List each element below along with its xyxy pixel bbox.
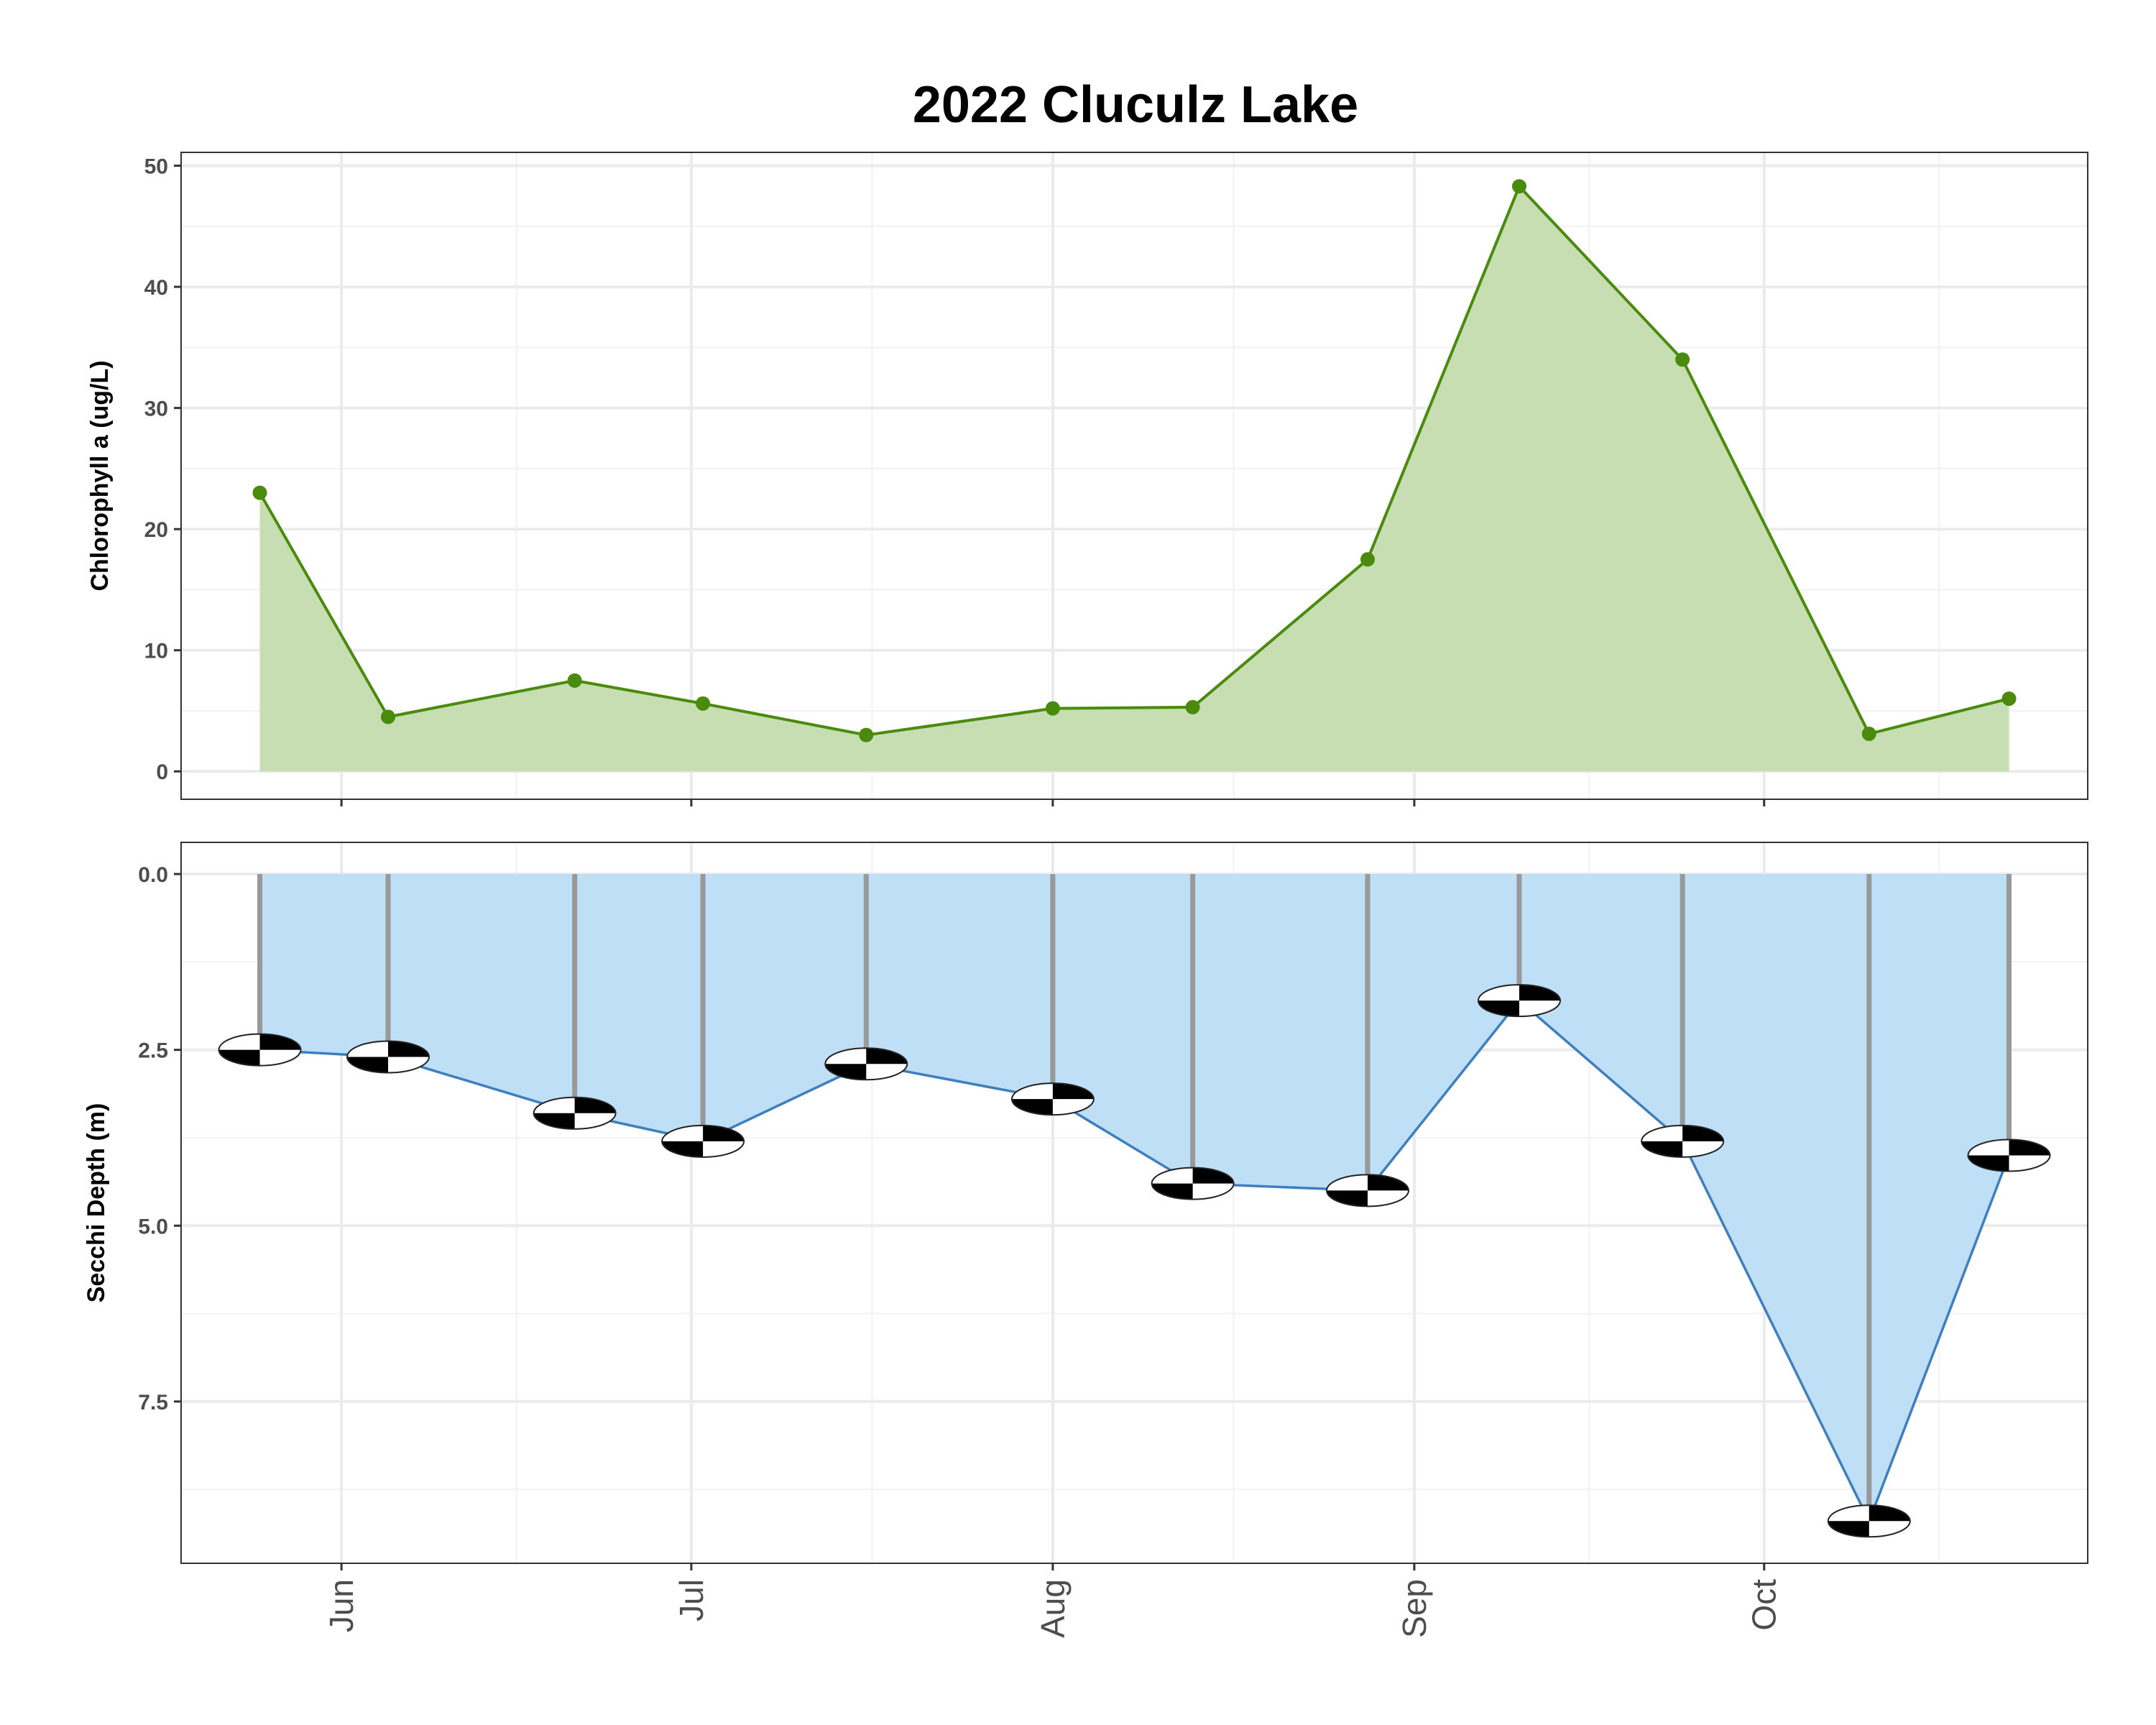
secchi-disk-icon bbox=[1326, 1174, 1410, 1208]
disk-quadrant-black bbox=[1192, 1167, 1234, 1184]
data-point bbox=[252, 485, 267, 500]
panel-border bbox=[180, 152, 2088, 800]
secchi-disk-icon bbox=[218, 1033, 302, 1067]
data-point bbox=[1360, 552, 1376, 567]
y-tick-label: 2.5 bbox=[138, 1039, 168, 1063]
data-point bbox=[1861, 726, 1876, 741]
disk-quadrant-black bbox=[1478, 1000, 1519, 1017]
data-point bbox=[1675, 352, 1690, 367]
secchi-disk-icon bbox=[1827, 1504, 1911, 1538]
disk-quadrant-black bbox=[703, 1125, 745, 1141]
disk-outline bbox=[346, 1040, 430, 1074]
disk-outline bbox=[1010, 1082, 1095, 1116]
y-tick-label: 0.0 bbox=[138, 863, 168, 887]
disk-quadrant-black bbox=[662, 1141, 704, 1157]
series-line bbox=[258, 185, 2009, 737]
y-tick-label: 30 bbox=[144, 397, 168, 421]
area-fill bbox=[259, 186, 2009, 772]
data-point bbox=[567, 673, 582, 688]
data-point bbox=[696, 696, 711, 711]
y-tick-label: 0 bbox=[156, 760, 168, 784]
disk-quadrant-black bbox=[1641, 1141, 1683, 1157]
y-axis-title: Chlorophyll a (ug/L) bbox=[86, 360, 114, 591]
disk-quadrant-black bbox=[1052, 1083, 1094, 1100]
disk-quadrant-black bbox=[1968, 1155, 2009, 1172]
secchi-disk-icon bbox=[346, 1040, 430, 1074]
secchi-disk-icon bbox=[1641, 1124, 1725, 1158]
disk-quadrant-black bbox=[1828, 1521, 1869, 1537]
disk-quadrant-black bbox=[866, 1048, 908, 1064]
secchi-disk-icon bbox=[1967, 1138, 2051, 1172]
disk-quadrant-black bbox=[1011, 1099, 1053, 1116]
disk-outline bbox=[824, 1047, 908, 1081]
disk-quadrant-black bbox=[1368, 1174, 1409, 1191]
panel-border bbox=[180, 842, 2088, 1564]
data-point bbox=[2001, 691, 2017, 707]
chart-title: 2022 Cluculz Lake bbox=[913, 76, 1358, 134]
secchi-panel: 0.0 2.5 5.0 7.5 Jun Jul Aug Sep Oct Secchi Depth … bbox=[83, 842, 2088, 1638]
secchi-disk-icon bbox=[661, 1124, 745, 1158]
disk-quadrant-black bbox=[1682, 1125, 1724, 1141]
disk-quadrant-black bbox=[1519, 985, 1560, 1001]
x-tick-label: Jul bbox=[673, 1579, 710, 1622]
data-point bbox=[859, 727, 874, 742]
disk-quadrant-black bbox=[1151, 1183, 1193, 1200]
disk-quadrant-black bbox=[533, 1113, 575, 1129]
chlorophyll-panel: 0 10 20 30 40 50 Chlorophyll a (ug/L) bbox=[86, 152, 2088, 806]
y-tick-label: 5.0 bbox=[138, 1215, 168, 1238]
data-point bbox=[381, 709, 396, 724]
y-axis-title: Secchi Depth (m) bbox=[83, 1103, 110, 1303]
disk-outline bbox=[218, 1033, 302, 1067]
y-tick-label: 50 bbox=[144, 155, 168, 179]
disk-quadrant-black bbox=[259, 1034, 301, 1050]
secchi-disk-icon bbox=[533, 1096, 617, 1130]
disk-outline bbox=[1967, 1138, 2051, 1172]
disk-quadrant-black bbox=[347, 1057, 389, 1073]
disk-outline bbox=[661, 1124, 745, 1158]
secchi-disk-icon bbox=[1477, 984, 1561, 1018]
y-tick-label: 20 bbox=[144, 518, 168, 542]
disk-outline bbox=[1326, 1174, 1410, 1208]
disk-quadrant-black bbox=[2009, 1139, 2050, 1156]
disk-outline bbox=[1477, 984, 1561, 1018]
disk-outline bbox=[1827, 1504, 1911, 1538]
disk-outline bbox=[1641, 1124, 1725, 1158]
y-tick-label: 10 bbox=[144, 640, 168, 663]
x-tick-label: Jun bbox=[323, 1579, 360, 1632]
disk-quadrant-black bbox=[1869, 1505, 1910, 1522]
area-fill bbox=[259, 874, 2009, 1522]
disk-outline bbox=[533, 1096, 617, 1130]
x-tick-label: Sep bbox=[1396, 1579, 1433, 1638]
data-point bbox=[1045, 701, 1060, 716]
disk-quadrant-black bbox=[388, 1041, 430, 1057]
disk-quadrant-black bbox=[218, 1049, 260, 1066]
secchi-disk-icon bbox=[1010, 1082, 1095, 1116]
x-tick-label: Oct bbox=[1746, 1579, 1783, 1631]
secchi-disk-icon bbox=[824, 1047, 908, 1081]
data-point bbox=[1185, 699, 1200, 714]
disk-quadrant-black bbox=[825, 1064, 867, 1080]
disk-quadrant-black bbox=[1327, 1190, 1368, 1207]
y-tick-label: 40 bbox=[144, 276, 168, 300]
secchi-disk-icon bbox=[1151, 1167, 1235, 1200]
data-point bbox=[1511, 179, 1526, 194]
disk-quadrant-black bbox=[574, 1097, 616, 1113]
x-tick-label: Aug bbox=[1034, 1579, 1072, 1638]
disk-outline bbox=[1151, 1167, 1235, 1200]
y-tick-label: 7.5 bbox=[138, 1391, 168, 1414]
